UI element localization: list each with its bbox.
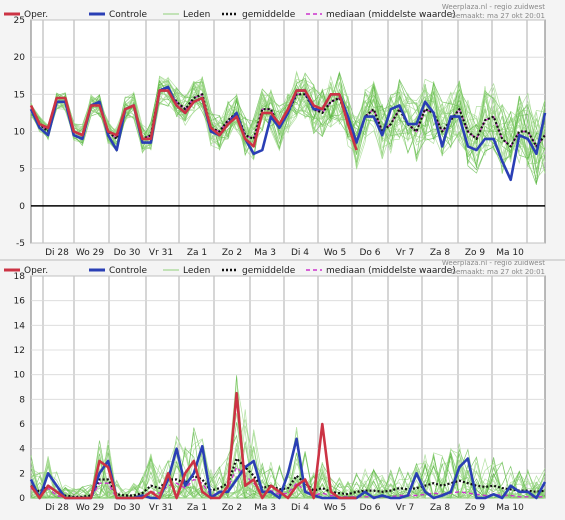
x-tick-label: Zo 2	[222, 248, 242, 258]
x-tick-label: Vr 7	[396, 503, 414, 513]
y-tick-label: 16	[14, 297, 26, 307]
y-tick-label: 10	[14, 128, 26, 138]
x-tick-label: Zo 9	[465, 503, 486, 513]
ensemble-member-line	[30, 81, 546, 173]
legend-label-controle: Controle	[109, 266, 148, 276]
legend-label-gem: gemiddelde	[242, 10, 296, 20]
ensemble-member-line	[30, 76, 546, 168]
legend: Oper. Controle Leden gemiddelde mediaan (mid…	[4, 266, 456, 276]
x-tick-label: Do 30	[114, 503, 141, 513]
y-tick-label: 18	[14, 272, 26, 282]
y-tick-label: 6	[19, 420, 25, 430]
x-tick-label: Do 30	[114, 248, 141, 258]
series-oper	[29, 391, 357, 500]
x-tick-label: Wo 5	[324, 248, 346, 258]
y-tick-label: 4	[19, 445, 25, 455]
x-tick-label: Zo 2	[222, 503, 242, 513]
y-tick-label: 14	[14, 321, 26, 331]
y-tick-label: 0	[19, 202, 25, 212]
x-tick-label: Di 28	[45, 248, 69, 258]
legend-label-oper: Oper.	[24, 10, 48, 20]
x-tick-label: Wo 5	[324, 503, 346, 513]
chart-panel-1: -5 0 5 10 15 20 25 Di 28 Wo 29 Do 30 Vr 31 Za 1 Zo 2…	[4, 3, 547, 258]
y-tick-label: 25	[14, 16, 25, 26]
y-tick-label: 10	[14, 371, 26, 381]
y-tick-label: 0	[19, 494, 25, 504]
legend-label-leden: Leden	[183, 10, 210, 20]
x-tick-label: Wo 29	[76, 503, 104, 513]
series-line-controle	[29, 85, 547, 182]
x-tick-label: Vr 31	[149, 248, 173, 258]
legend-label-gem: gemiddelde	[242, 266, 296, 276]
x-tick-label: Do 6	[359, 503, 380, 513]
ensemble-member-line	[30, 80, 546, 173]
made-text: Gemaakt: ma 27 okt 20:01	[451, 12, 545, 20]
series-line-gem	[30, 457, 546, 498]
x-tick-label: Ma 3	[254, 248, 276, 258]
made-text: Gemaakt: ma 27 okt 20:01	[451, 268, 545, 276]
legend: Oper. Controle Leden gemiddelde mediaan (mid…	[4, 10, 456, 20]
legend-label-controle: Controle	[109, 10, 148, 20]
x-tick-label: Za 1	[187, 503, 207, 513]
chart-panel-2: 0 2 4 6 8 10 12 14 16 18 Di 28 Wo 29 Do 30 Vr 31 Za 1 Z…	[4, 259, 547, 513]
x-tick-label: Di 4	[291, 248, 309, 258]
x-tick-label: Za 8	[430, 503, 451, 513]
x-tick-label: Vr 31	[149, 503, 173, 513]
legend-label-med: mediaan (middelste waarde)	[326, 266, 456, 276]
ensemble-member-line	[30, 86, 546, 169]
legend-label-leden: Leden	[183, 266, 210, 276]
x-tick-label: Za 8	[430, 248, 451, 258]
y-tick-label: 8	[19, 395, 25, 405]
y-tick-label: 12	[14, 346, 25, 356]
series-line-oper	[29, 89, 358, 151]
x-tick-label: Do 6	[359, 248, 380, 258]
y-tick-label: 2	[19, 469, 25, 479]
x-tick-label: Zo 9	[465, 248, 486, 258]
x-tick-label: Vr 7	[396, 248, 414, 258]
x-tick-label: Ma 10	[496, 503, 524, 513]
series-line-oper	[29, 391, 357, 500]
legend-label-med: mediaan (middelste waarde)	[326, 10, 456, 20]
y-tick-label: 20	[14, 53, 26, 63]
x-tick-label: Ma 10	[496, 248, 524, 258]
x-tick-label: Za 1	[187, 248, 207, 258]
series-gem	[30, 457, 546, 498]
source-text: Weerplaza.nl - regio zuidwest	[442, 259, 545, 267]
x-tick-label: Di 28	[45, 503, 69, 513]
y-tick-label: 15	[14, 90, 25, 100]
legend-label-oper: Oper.	[24, 266, 48, 276]
x-tick-label: Wo 29	[76, 248, 104, 258]
series-oper	[29, 89, 358, 151]
source-text: Weerplaza.nl - regio zuidwest	[442, 3, 545, 11]
x-tick-label: Ma 3	[254, 503, 276, 513]
series-controle	[29, 85, 547, 182]
y-tick-label: -5	[16, 239, 25, 249]
y-tick-label: 5	[19, 165, 25, 175]
x-tick-label: Di 4	[291, 503, 309, 513]
